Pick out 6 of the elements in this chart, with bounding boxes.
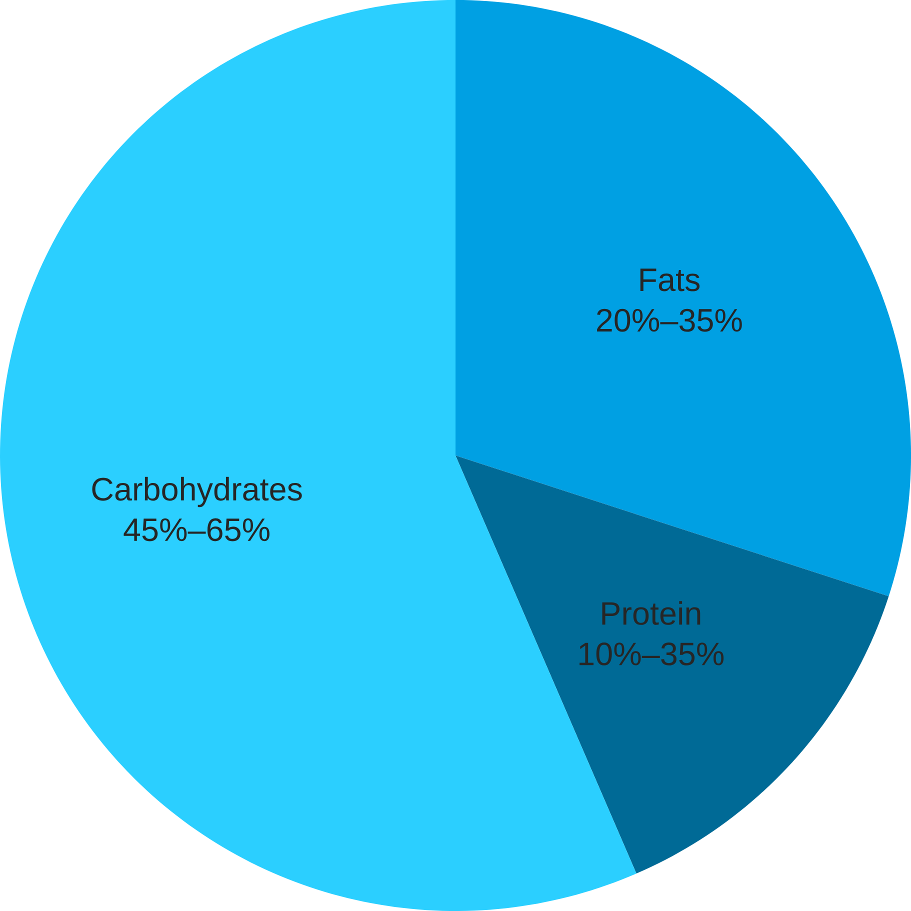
text: 45%–65% bbox=[124, 518, 270, 542]
text: 20%–35% bbox=[597, 308, 742, 332]
slice-label: Fats bbox=[640, 268, 700, 292]
slice-label: Protein bbox=[602, 601, 700, 625]
slice-label: Carbohydrates bbox=[92, 476, 302, 508]
text: 10%–35% bbox=[580, 642, 724, 666]
